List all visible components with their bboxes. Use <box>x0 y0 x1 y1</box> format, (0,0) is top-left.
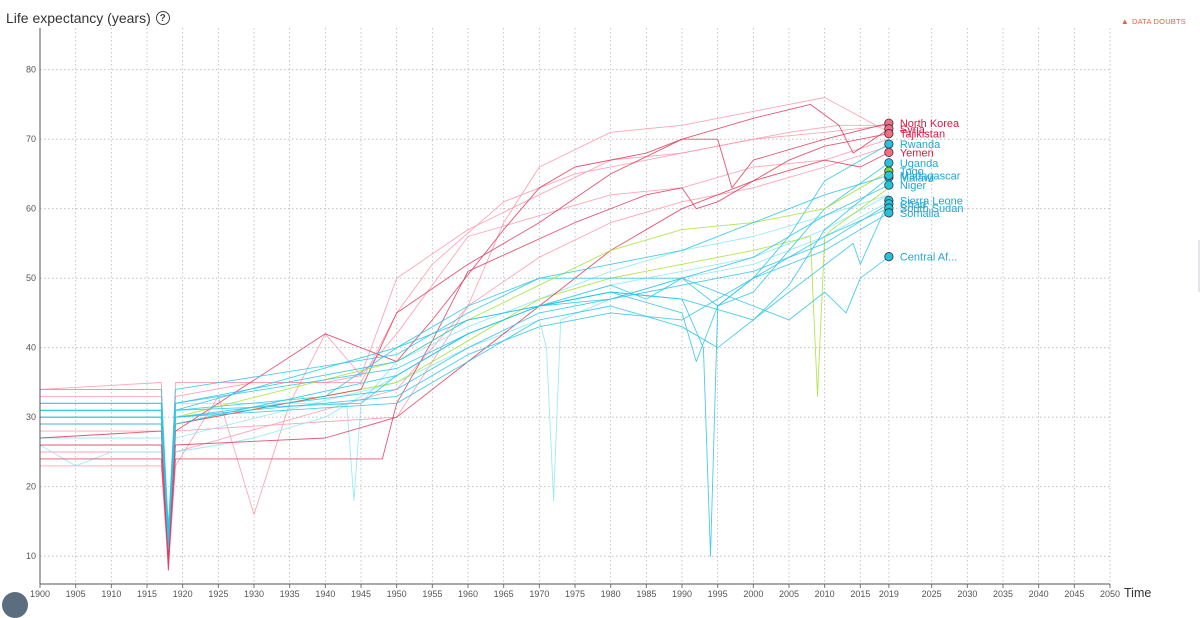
x-tick-label: 2019 <box>879 589 899 599</box>
series-layer <box>39 97 890 571</box>
country-label[interactable]: Tajikistan <box>900 129 945 141</box>
x-tick-label: 1975 <box>565 589 585 599</box>
series-line[interactable] <box>39 194 890 543</box>
series-line[interactable] <box>40 138 890 571</box>
country-label[interactable]: Somalia <box>900 208 941 220</box>
y-tick-label: 80 <box>26 65 36 75</box>
y-tick-label: 60 <box>26 204 36 214</box>
y-axis-title-text[interactable]: Life expectancy (years) <box>6 10 151 26</box>
x-tick-label: 2015 <box>850 589 870 599</box>
x-tick-label: 2025 <box>922 589 942 599</box>
data-doubts-label: DATA DOUBTS <box>1131 17 1186 26</box>
country-label[interactable]: Chad <box>900 199 926 211</box>
y-tick-label: 30 <box>26 412 36 422</box>
axes: 1900 1905 1910 1915 1920 1925 1930 1935 1940 1945… <box>26 28 1120 599</box>
country-marker[interactable] <box>884 208 894 218</box>
country-marker[interactable] <box>884 252 894 262</box>
x-tick-label: 1965 <box>494 589 514 599</box>
series-line-somalia[interactable] <box>40 212 890 543</box>
x-tick-label: 1990 <box>672 589 692 599</box>
x-tick-label: 1915 <box>137 589 157 599</box>
series-line-chad[interactable] <box>40 203 890 536</box>
x-tick-label: 1985 <box>636 589 656 599</box>
x-tick-label: 1900 <box>30 589 50 599</box>
x-tick-label: 1920 <box>173 589 193 599</box>
side-panel-handle[interactable] <box>1198 240 1200 292</box>
series-line-south-sudan[interactable] <box>40 207 890 543</box>
y-tick-label: 20 <box>26 482 36 492</box>
x-tick-label: 2005 <box>779 589 799 599</box>
x-tick-label: 2050 <box>1100 589 1120 599</box>
y-tick-label: 70 <box>26 134 36 144</box>
country-label[interactable]: Uganda <box>900 158 939 170</box>
x-tick-label: 1930 <box>244 589 264 599</box>
x-tick-label: 2030 <box>957 589 977 599</box>
chart-grid <box>39 28 1111 584</box>
country-label[interactable]: Madagascar <box>900 170 961 182</box>
series-line-tajikistan[interactable] <box>40 133 889 564</box>
warning-icon: ▲ <box>1120 17 1129 26</box>
x-tick-label: 1910 <box>101 589 121 599</box>
question-circle-icon[interactable]: ? <box>155 11 170 25</box>
x-tick-label: 1905 <box>66 589 86 599</box>
x-tick-label: 1960 <box>458 589 478 599</box>
series-line-north-korea[interactable] <box>39 122 890 557</box>
country-label[interactable]: Togo <box>900 166 924 178</box>
x-tick-label: 2010 <box>815 589 835 599</box>
country-label[interactable]: Malawi <box>900 172 934 184</box>
country-label[interactable]: Rwanda <box>900 139 941 151</box>
country-marker[interactable] <box>884 180 894 190</box>
y-axis-title[interactable]: Life expectancy (years) ? <box>6 10 170 26</box>
x-tick-label: 1955 <box>422 589 442 599</box>
line-chart[interactable]: North KoreaSyriaTajikistanRwandaYemenUga… <box>0 0 1200 602</box>
country-marker[interactable] <box>884 170 894 180</box>
country-marker[interactable] <box>884 147 894 158</box>
y-tick-label: 10 <box>26 551 36 561</box>
country-labels: North KoreaSyriaTajikistanRwandaYemenUga… <box>900 118 964 263</box>
x-axis-title[interactable]: Time <box>1124 586 1151 600</box>
country-marker[interactable] <box>884 158 894 168</box>
country-marker[interactable] <box>884 139 894 149</box>
country-label[interactable]: Syria <box>900 124 926 136</box>
series-line[interactable] <box>39 124 889 557</box>
x-tick-label: 2000 <box>743 589 763 599</box>
series-line[interactable] <box>40 194 890 529</box>
x-tick-label: 2035 <box>993 589 1013 599</box>
x-tick-label: 2045 <box>1064 589 1084 599</box>
x-tick-label: 1980 <box>601 589 621 599</box>
series-line-central-af-[interactable] <box>40 256 890 543</box>
end-markers <box>884 118 894 262</box>
x-tick-label: 2040 <box>1029 589 1049 599</box>
x-tick-label: 1935 <box>280 589 300 599</box>
series-line-togo[interactable] <box>40 170 890 536</box>
y-tick-label: 50 <box>26 273 36 283</box>
country-label[interactable]: Central Af... <box>900 252 957 264</box>
x-tick-label: 1925 <box>208 589 228 599</box>
country-label[interactable]: Sierra Leone <box>900 195 963 207</box>
series-line-madagascar[interactable] <box>40 174 890 529</box>
country-label[interactable]: Niger <box>900 180 927 192</box>
country-label[interactable]: Yemen <box>900 147 934 159</box>
data-doubts-button[interactable]: ▲ DATA DOUBTS <box>1121 17 1186 26</box>
series-line[interactable] <box>40 187 890 536</box>
x-tick-label: 1970 <box>529 589 549 599</box>
series-line-yemen[interactable] <box>40 151 890 557</box>
y-tick-label: 40 <box>26 343 36 353</box>
x-tick-label: 1945 <box>351 589 371 599</box>
country-label[interactable]: North Korea <box>900 118 960 130</box>
x-tick-label: 1940 <box>315 589 335 599</box>
country-marker[interactable] <box>884 129 894 139</box>
series-line[interactable] <box>40 124 889 557</box>
x-tick-label: 1995 <box>708 589 728 599</box>
series-line[interactable] <box>40 97 890 564</box>
country-label[interactable]: South Sudan <box>900 203 964 215</box>
timeslider-play-button[interactable] <box>2 592 28 618</box>
x-tick-label: 1950 <box>387 589 407 599</box>
